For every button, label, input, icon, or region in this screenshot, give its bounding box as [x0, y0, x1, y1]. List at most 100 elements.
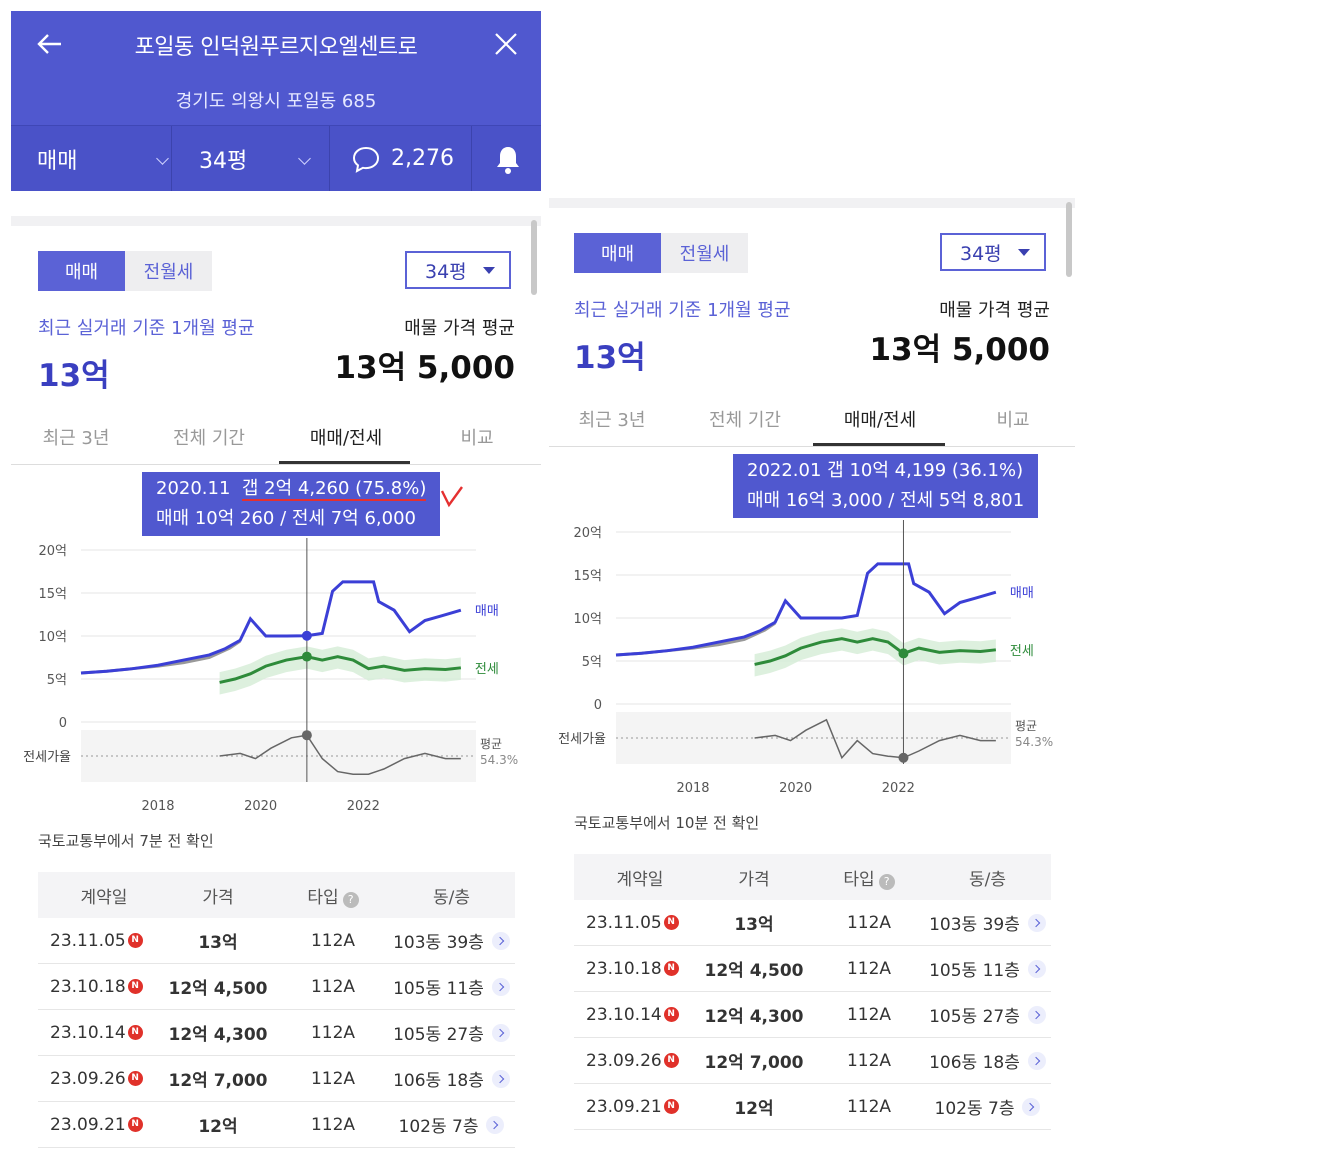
chevron-right-icon[interactable] [1027, 1005, 1046, 1024]
chevron-right-icon[interactable] [491, 1023, 510, 1042]
row-floor: 105동 27층 [393, 1025, 484, 1045]
chevron-right-icon[interactable] [1027, 959, 1046, 978]
row-type: 112A [846, 1004, 892, 1025]
area-select[interactable]: 34평 [940, 233, 1046, 271]
help-icon[interactable]: ? [878, 873, 895, 890]
chevron-right-icon[interactable] [486, 1115, 505, 1134]
chevron-right-icon[interactable] [491, 1069, 510, 1088]
x-tick-label: 2020 [779, 781, 812, 796]
chevron-right-icon[interactable] [1027, 913, 1046, 932]
area-select-value: 34평 [960, 242, 1002, 265]
app-header: 포일동 인덕원푸르지오엘센트로 경기도 의왕시 포일동 685 매매 34평 2… [11, 11, 541, 191]
tab-recent-3y[interactable]: 최근 3년 [42, 428, 110, 449]
chevron-right-icon[interactable] [1027, 1051, 1046, 1070]
row-floor: 106동 18층 [393, 1071, 484, 1091]
tab-all-period[interactable]: 전체 기간 [173, 428, 245, 449]
row-floor: 105동 27층 [929, 1007, 1020, 1027]
row-type: 112A [310, 930, 356, 951]
chevron-right-icon[interactable] [1022, 1097, 1041, 1116]
row-floor: 105동 11층 [929, 961, 1020, 981]
right-panel: 매매 전월세 34평 최근 실거래 기준 1개월 평균 13억 매물 가격 평균… [549, 198, 1075, 1167]
table-row[interactable]: 23.09.21 N 12억 112A 102동 7층 [38, 1102, 515, 1148]
area-select[interactable]: 34평 [405, 251, 511, 289]
table-row[interactable]: 23.09.26 N 12억 7,000 112A 106동 18층 [574, 1038, 1051, 1084]
y-tick-label: 0 [594, 698, 602, 713]
area-dropdown[interactable]: 34평 [199, 126, 311, 191]
transaction-table: 계약일 가격 타입? 동/층 23.11.05 N 13억 112A 103동 39층 23.10… [574, 854, 1051, 1130]
row-type: 112A [846, 1096, 892, 1117]
data-source-note: 국토교통부에서 7분 전 확인 [38, 832, 214, 850]
toggle-rent[interactable]: 전월세 [143, 262, 194, 283]
chevron-down-icon [156, 152, 169, 165]
scrollbar[interactable] [1066, 202, 1072, 277]
new-badge-icon: N [663, 915, 679, 930]
table-row[interactable]: 23.10.18 N 12억 4,500 112A 105동 11층 [574, 946, 1051, 992]
ratio-avg-label: 평균 [480, 737, 502, 751]
panel-top-divider [549, 198, 1075, 208]
header-floor: 동/층 [432, 887, 470, 908]
row-type: 112A [310, 976, 356, 997]
address: 경기도 의왕시 포일동 685 [175, 91, 377, 112]
divider [329, 126, 330, 191]
chevron-right-icon[interactable] [491, 931, 510, 950]
toggle-sale[interactable]: 매매 [38, 251, 125, 291]
sale-series-label: 매매 [1010, 586, 1034, 601]
back-arrow-icon[interactable] [35, 29, 65, 59]
row-price: 12억 4,300 [704, 1007, 804, 1027]
row-price: 12억 4,500 [704, 961, 804, 981]
comments-button[interactable]: 2,276 [351, 126, 461, 191]
y-tick-label: 20억 [573, 526, 602, 541]
tab-sale-jeonse[interactable]: 매매/전세 [309, 428, 383, 449]
row-date-cell: 23.09.26 N [574, 1051, 694, 1071]
recent-avg-value: 13억 [574, 340, 646, 376]
row-floor-cell: 102동 7층 [924, 1094, 1051, 1119]
header-type: 타입? [814, 865, 924, 890]
tab-sale-jeonse[interactable]: 매매/전세 [843, 410, 917, 431]
chevron-right-icon[interactable] [491, 977, 510, 996]
y-tick-label: 15억 [573, 569, 602, 584]
ratio-cursor-point [301, 730, 312, 741]
new-badge-icon: N [127, 1117, 143, 1132]
y-tick-label: 15억 [38, 587, 67, 602]
tab-all-period[interactable]: 전체 기간 [709, 410, 781, 431]
trade-type-label: 매매 [37, 148, 78, 174]
toggle-rent[interactable]: 전월세 [679, 244, 730, 265]
scrollbar[interactable] [531, 220, 537, 295]
table-row[interactable]: 23.09.21 N 12억 112A 102동 7층 [574, 1084, 1051, 1130]
ratio-label: 전세가율 [558, 732, 606, 747]
row-floor: 106동 18층 [929, 1053, 1020, 1073]
history-line [80, 639, 241, 675]
row-floor: 102동 7층 [934, 1099, 1015, 1119]
history-line [615, 621, 776, 657]
new-badge-icon: N [127, 1071, 143, 1086]
new-badge-icon: N [663, 1007, 679, 1022]
header-date: 계약일 [616, 869, 664, 890]
table-row[interactable]: 23.11.05 N 13억 112A 103동 39층 [574, 900, 1051, 946]
contract-date: 23.10.14 [50, 1022, 126, 1043]
sale-cursor-point [301, 630, 312, 641]
table-row[interactable]: 23.11.05 N 13억 112A 103동 39층 [38, 918, 515, 964]
table-row[interactable]: 23.09.26 N 12억 7,000 112A 106동 18층 [38, 1056, 515, 1102]
trade-type-dropdown[interactable]: 매매 [37, 126, 169, 191]
table-row[interactable]: 23.10.14 N 12억 4,300 112A 105동 27층 [574, 992, 1051, 1038]
row-price: 12억 7,000 [704, 1053, 804, 1073]
tab-compare[interactable]: 비교 [460, 428, 494, 449]
table-row[interactable]: 23.10.14 N 12억 4,300 112A 105동 27층 [38, 1010, 515, 1056]
row-floor: 105동 11층 [393, 979, 484, 999]
close-icon[interactable] [491, 29, 521, 59]
toggle-sale[interactable]: 매매 [574, 233, 661, 273]
table-row[interactable]: 23.10.18 N 12억 4,500 112A 105동 11층 [38, 964, 515, 1010]
bell-icon[interactable] [493, 144, 523, 176]
recent-avg-label: 최근 실거래 기준 1개월 평균 [38, 318, 255, 339]
tab-compare[interactable]: 비교 [996, 410, 1030, 431]
y-tick-label: 10억 [573, 612, 602, 627]
tooltip-prices: 매매 10억 260 / 전세 7억 6,000 [156, 508, 416, 529]
tab-recent-3y[interactable]: 최근 3년 [578, 410, 646, 431]
row-date-cell: 23.10.18 N [574, 959, 694, 979]
row-date-cell: 23.11.05 N [38, 931, 158, 951]
jeonse-cursor-point [898, 648, 909, 659]
help-icon[interactable]: ? [342, 891, 359, 908]
ratio-line [754, 718, 996, 760]
